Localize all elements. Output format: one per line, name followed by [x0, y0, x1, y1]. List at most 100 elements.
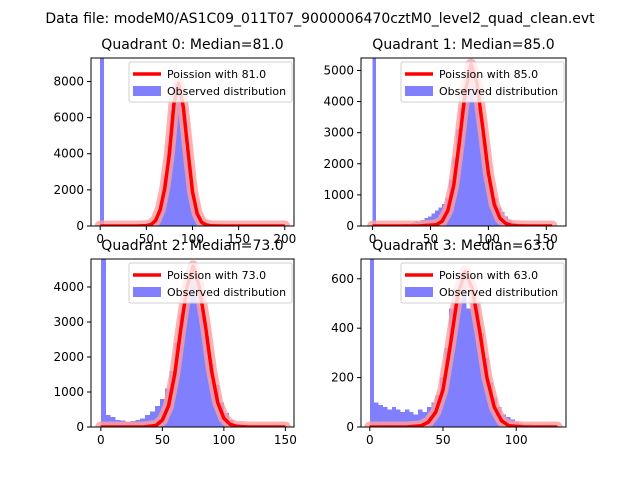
x-tick-label: 50 [155, 433, 170, 447]
histogram-bar [462, 86, 467, 226]
y-tick-label: 5000 [323, 63, 354, 77]
y-tick-label: 3000 [323, 126, 354, 140]
legend-box [400, 61, 565, 103]
histogram-bar [483, 151, 488, 226]
y-tick-label: 4000 [53, 280, 84, 294]
x-tick-label: 100 [212, 433, 235, 447]
chart-title: Quadrant 1: Median=85.0 [372, 37, 554, 53]
axes-frame [360, 57, 567, 227]
y-tick-label: 1000 [53, 385, 84, 399]
charts-container: Quadrant 0: Median=81.00 50 100 150 20002000… [53, 37, 567, 447]
x-tick-label: 50 [139, 232, 154, 246]
legend-bar-swatch [133, 86, 161, 96]
legend: Poission with 63.0 Observed distribution [400, 262, 565, 304]
legend-label: Observed distribution [167, 286, 286, 299]
legend-label: Observed distribution [439, 286, 558, 299]
legend-label: Observed distribution [167, 85, 286, 98]
x-tick-label: 50 [435, 433, 450, 447]
y-tick-label: 2000 [53, 183, 84, 197]
chart-title: Quadrant 0: Median=81.0 [101, 37, 283, 53]
histogram-bar [476, 107, 481, 226]
legend-box [128, 262, 293, 304]
histogram-bar [396, 409, 401, 427]
legend: Poission with 85.0 Observed distribution [400, 61, 565, 103]
x-tick-label: 150 [535, 232, 558, 246]
histogram-bar [174, 83, 178, 226]
y-tick-label: 400 [331, 321, 354, 335]
histogram-bar [100, 259, 106, 427]
y-tick-label: 4000 [323, 95, 354, 109]
legend-label: Observed distribution [439, 85, 558, 98]
legend-box [400, 262, 565, 304]
y-tick-label: 3000 [53, 315, 84, 329]
chart-title: Quadrant 2: Median=73.0 [101, 238, 283, 254]
histogram-bar [372, 58, 377, 226]
x-tick-label: 100 [505, 433, 528, 447]
x-tick-label: 0 [96, 232, 104, 246]
histogram-bar [404, 409, 410, 427]
x-tick-label: 0 [97, 433, 105, 447]
y-tick-label: 4000 [53, 147, 84, 161]
legend-label: Poission with 81.0 [167, 68, 266, 81]
y-tick-label: 0 [76, 219, 84, 233]
histogram-bar [466, 67, 470, 226]
legend-label: Poission with 85.0 [439, 68, 538, 81]
legend-label: Poission with 73.0 [167, 269, 266, 282]
legend: Poission with 73.0 Observed distribution [128, 262, 293, 304]
y-tick-label: 0 [346, 219, 354, 233]
y-tick-label: 0 [76, 420, 84, 434]
histogram-bar [457, 298, 463, 427]
x-tick-label: 0 [369, 232, 377, 246]
histogram-bar [374, 402, 379, 427]
histogram-bar [479, 333, 484, 427]
histogram-bar [418, 409, 423, 427]
histogram-bar [145, 414, 151, 427]
histogram-bar [179, 315, 185, 427]
figure-title: Data file: modeM0/AS1C09_011T07_90000064… [45, 11, 595, 27]
histogram-bar [453, 288, 458, 427]
legend-bar-swatch [405, 86, 433, 96]
y-tick-label: 2000 [323, 157, 354, 171]
histogram-bar [391, 407, 397, 427]
x-tick-label: 200 [273, 232, 296, 246]
x-tick-label: 100 [181, 232, 204, 246]
histogram-bar [184, 290, 190, 427]
histogram-bar [194, 283, 200, 427]
legend-label: Poission with 63.0 [439, 269, 538, 282]
axes-frame [360, 258, 567, 428]
histogram-bar [382, 407, 388, 427]
legend-bar-swatch [133, 287, 161, 297]
histogram-bar [469, 76, 474, 226]
histogram-bar [387, 409, 392, 427]
y-tick-label: 200 [331, 371, 354, 385]
chart-quadrant-2: Quadrant 2: Median=73.0 0 50 100 150 0 1000 200… [53, 238, 296, 447]
histogram-bar [480, 132, 484, 226]
histogram-bar [204, 336, 210, 427]
y-tick-label: 600 [331, 272, 354, 286]
y-tick-label: 6000 [53, 111, 84, 125]
axes-frame [90, 258, 295, 428]
histogram-bar [462, 273, 467, 427]
x-tick-label: 50 [423, 232, 438, 246]
chart-quadrant-0: Quadrant 0: Median=81.00 50 100 150 20002000… [53, 37, 296, 246]
chart-title: Quadrant 3: Median=63.0 [372, 238, 554, 254]
histogram-bar [105, 415, 111, 427]
histogram-bar [409, 412, 414, 427]
histogram-bar [369, 259, 375, 427]
histogram-bar [189, 273, 195, 427]
x-tick-label: 150 [227, 232, 250, 246]
histogram-bar [378, 404, 383, 427]
x-tick-label: 150 [274, 433, 297, 447]
x-tick-label: 100 [477, 232, 500, 246]
histogram-bar [400, 412, 405, 427]
legend-box [128, 61, 293, 103]
histogram-bar [470, 288, 476, 427]
y-tick-label: 0 [346, 420, 354, 434]
histogram-bar [154, 406, 160, 427]
histogram-bar [466, 308, 471, 427]
legend: Poission with 81.0 Observed distribution [128, 61, 293, 103]
legend-bar-swatch [405, 287, 433, 297]
x-tick-label: 0 [366, 433, 374, 447]
histogram-bar [473, 89, 477, 226]
